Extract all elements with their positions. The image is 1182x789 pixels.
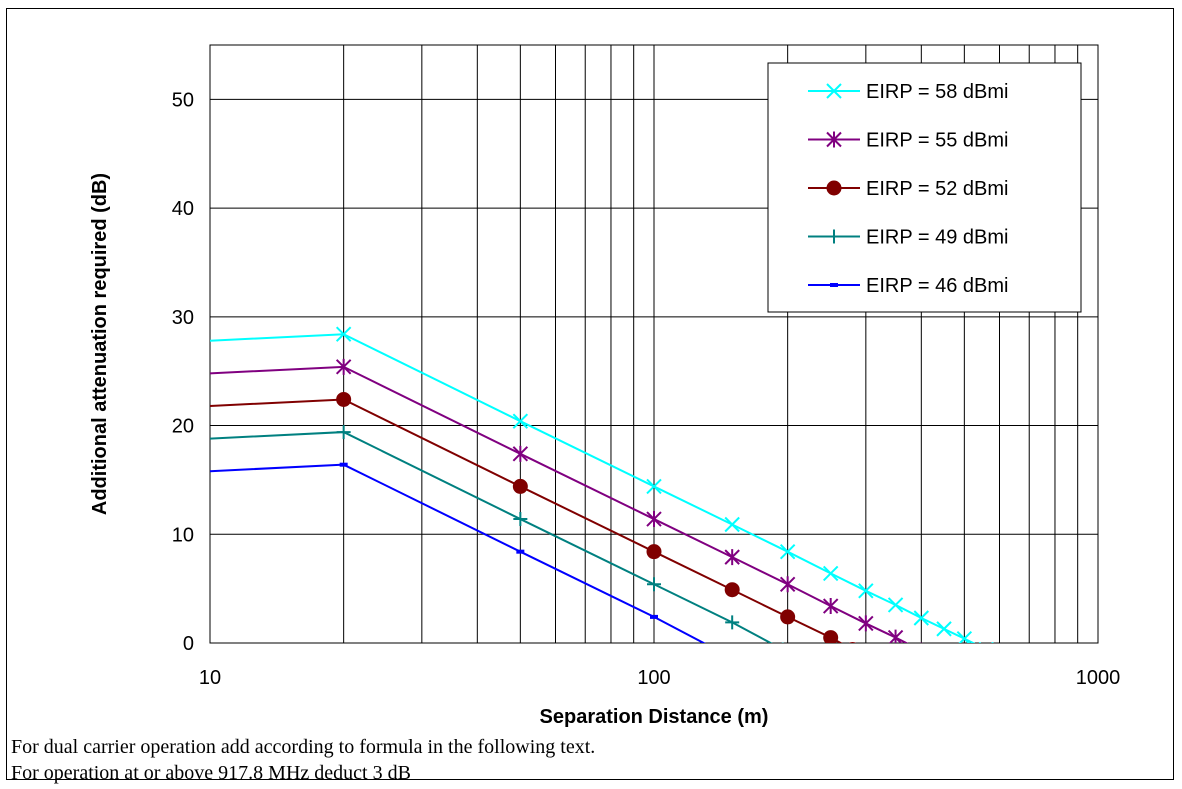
series-3 xyxy=(210,391,857,643)
legend-marker xyxy=(826,180,842,196)
data-point xyxy=(823,630,839,643)
data-point xyxy=(513,512,528,527)
series-1 xyxy=(210,326,994,643)
legend-label: EIRP = 46 dBmi xyxy=(866,275,1008,297)
series-line xyxy=(210,365,909,643)
series-layer xyxy=(210,326,994,652)
series-line xyxy=(210,398,843,643)
x-axis-title: Separation Distance (m) xyxy=(540,706,769,728)
legend-marker xyxy=(830,283,838,287)
legend-label: EIRP = 58 dBmi xyxy=(866,81,1008,103)
series-5 xyxy=(210,462,720,652)
series-2 xyxy=(210,358,928,643)
data-point xyxy=(936,621,952,637)
y-tick-label: 40 xyxy=(172,198,194,220)
legend: EIRP = 58 dBmi EIRP = 55 dBmi EIRP = 52 dB… xyxy=(767,62,1082,313)
plot-area-border xyxy=(209,44,1099,644)
data-point xyxy=(339,462,348,467)
y-tick-label: 0 xyxy=(183,633,194,655)
data-point xyxy=(780,609,796,625)
legend-item: EIRP = 52 dBmi xyxy=(808,178,1008,200)
legend-item: EIRP = 46 dBmi xyxy=(808,275,1008,297)
data-point xyxy=(647,577,661,592)
y-tick-label: 30 xyxy=(172,307,194,329)
legend-marker xyxy=(826,131,842,148)
y-tick-label: 20 xyxy=(172,416,194,438)
data-point xyxy=(887,629,904,643)
legend-item: EIRP = 55 dBmi xyxy=(808,130,1008,152)
data-point xyxy=(712,648,720,652)
legend-marker xyxy=(826,83,842,99)
data-point xyxy=(887,597,904,613)
data-point xyxy=(335,358,352,375)
data-point xyxy=(516,549,525,554)
data-point xyxy=(724,516,740,533)
legend-label: EIRP = 52 dBmi xyxy=(866,178,1008,200)
data-point xyxy=(822,598,839,615)
data-point xyxy=(725,615,740,630)
data-point xyxy=(512,478,528,494)
legend-label: EIRP = 49 dBmi xyxy=(866,227,1008,249)
data-point xyxy=(913,610,930,626)
y-tick-label: 50 xyxy=(172,89,194,111)
data-point xyxy=(646,478,662,495)
data-point xyxy=(779,543,796,560)
x-tick-label: 10 xyxy=(199,667,221,689)
y-tick-label: 10 xyxy=(172,524,194,546)
data-point xyxy=(646,511,662,528)
legend-item: EIRP = 58 dBmi xyxy=(808,81,1008,103)
data-point xyxy=(779,576,796,593)
data-point xyxy=(336,425,351,440)
y-axis-title: Additional attenuation required (dB) xyxy=(89,173,111,515)
legend-item: EIRP = 49 dBmi xyxy=(808,227,1008,249)
data-point xyxy=(724,582,740,598)
data-point xyxy=(978,641,994,643)
data-point xyxy=(858,615,874,632)
data-point xyxy=(512,413,529,429)
data-point xyxy=(512,445,529,462)
legend-marker xyxy=(827,229,841,244)
data-point xyxy=(335,326,352,342)
data-point xyxy=(956,630,973,643)
x-tick-label: 1000 xyxy=(1076,667,1121,689)
note-917-mhz: For operation at or above 917.8 MHz dedu… xyxy=(11,762,411,784)
data-point xyxy=(822,565,839,582)
data-point xyxy=(781,642,784,643)
note-dual-carrier: For dual carrier operation add according… xyxy=(11,736,596,758)
series-4 xyxy=(210,425,784,643)
legend-label: EIRP = 55 dBmi xyxy=(866,130,1008,152)
data-point xyxy=(848,642,857,643)
data-point xyxy=(650,614,658,619)
data-point xyxy=(724,549,740,566)
data-point xyxy=(336,391,352,407)
series-line xyxy=(210,431,773,643)
data-point xyxy=(646,544,662,560)
series-line xyxy=(210,463,706,643)
data-point xyxy=(914,642,928,643)
data-point xyxy=(858,583,874,599)
x-tick-label: 100 xyxy=(637,667,670,689)
